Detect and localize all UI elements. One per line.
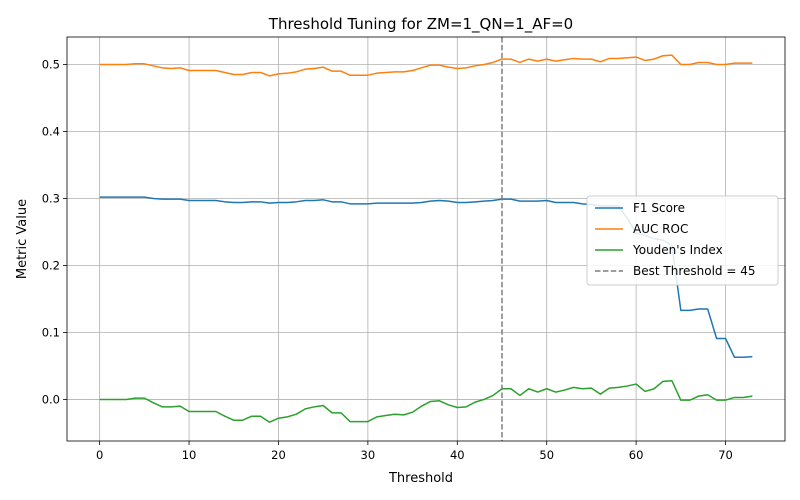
x-tick-label: 60 xyxy=(629,448,644,462)
y-axis-label: Metric Value xyxy=(15,199,30,279)
y-tick-label: 0.4 xyxy=(42,124,60,138)
y-tick-label: 0.1 xyxy=(42,325,60,339)
legend-box xyxy=(586,195,779,286)
x-tick-label: 0 xyxy=(96,448,103,462)
legend-label: AUC ROC xyxy=(633,222,688,236)
series-line-auc-roc xyxy=(99,54,753,77)
y-tick-label: 0.3 xyxy=(42,191,60,205)
x-tick-label: 10 xyxy=(182,448,197,462)
legend-label: Best Threshold = 45 xyxy=(633,264,755,278)
x-tick-label: 40 xyxy=(450,448,465,462)
y-tick-label: 0.0 xyxy=(42,392,60,406)
x-axis-label: Threshold xyxy=(388,471,453,486)
axes-frame xyxy=(66,36,786,442)
legend-label: F1 Score xyxy=(633,201,685,215)
y-tick-label: 0.2 xyxy=(42,258,60,272)
x-tick-label: 50 xyxy=(539,448,554,462)
x-tick-label: 20 xyxy=(271,448,286,462)
series-line-youden-s-index xyxy=(99,379,753,423)
legend-label: Youden's Index xyxy=(632,243,723,257)
y-tick-label: 0.5 xyxy=(42,57,60,71)
legend: F1 Score AUC ROC Youden's Index Best Thresh… xyxy=(586,195,779,286)
x-tick-label: 70 xyxy=(718,448,733,462)
x-tick-label: 30 xyxy=(361,448,376,462)
chart-title: Threshold Tuning for ZM=1_QN=1_AF=0 xyxy=(268,15,573,34)
